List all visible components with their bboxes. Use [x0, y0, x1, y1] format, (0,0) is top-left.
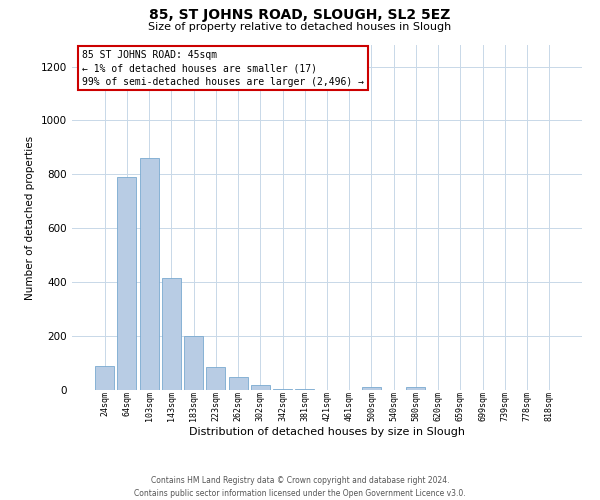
- Bar: [162, 278, 181, 390]
- Text: 85, ST JOHNS ROAD, SLOUGH, SL2 5EZ: 85, ST JOHNS ROAD, SLOUGH, SL2 5EZ: [149, 8, 451, 22]
- Bar: [406, 388, 425, 390]
- Bar: [251, 384, 270, 390]
- Bar: [118, 177, 136, 390]
- Y-axis label: Number of detached properties: Number of detached properties: [25, 136, 35, 300]
- Bar: [95, 366, 114, 390]
- Bar: [140, 158, 158, 390]
- Bar: [273, 388, 292, 390]
- Bar: [206, 367, 225, 390]
- Bar: [184, 336, 203, 390]
- Bar: [229, 376, 248, 390]
- Bar: [362, 388, 381, 390]
- Text: Size of property relative to detached houses in Slough: Size of property relative to detached ho…: [148, 22, 452, 32]
- Text: 85 ST JOHNS ROAD: 45sqm
← 1% of detached houses are smaller (17)
99% of semi-det: 85 ST JOHNS ROAD: 45sqm ← 1% of detached…: [82, 50, 364, 86]
- Bar: [295, 388, 314, 390]
- Text: Contains HM Land Registry data © Crown copyright and database right 2024.
Contai: Contains HM Land Registry data © Crown c…: [134, 476, 466, 498]
- X-axis label: Distribution of detached houses by size in Slough: Distribution of detached houses by size …: [189, 427, 465, 437]
